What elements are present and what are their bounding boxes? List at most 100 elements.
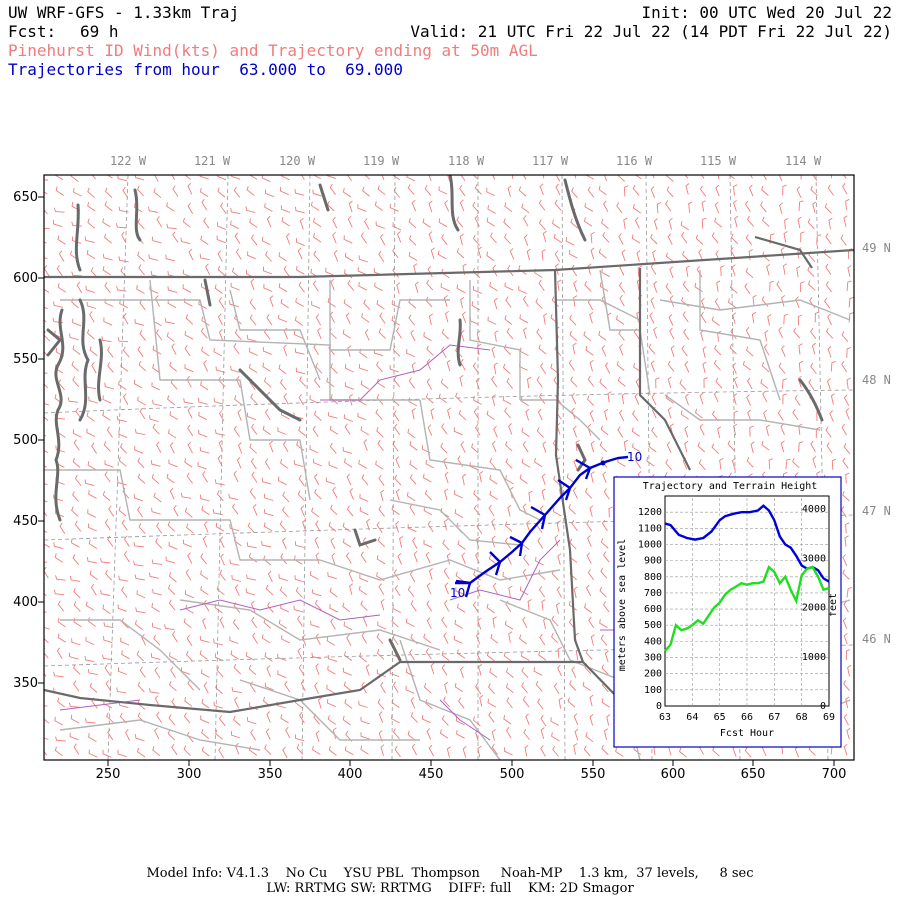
wind-barb [763,410,768,422]
wind-barb [396,282,401,294]
wind-barb [314,682,319,694]
wind-barb [842,457,849,469]
wind-barb [332,727,337,740]
wind-barb [782,393,787,405]
wind-barb [491,346,496,358]
wind-barb [107,346,114,358]
wind-barb [378,250,385,262]
wind-barb [137,251,145,262]
wind-barb [265,251,273,262]
wind-barb [116,415,127,423]
wind-barb [633,363,642,373]
wind-barb [409,503,416,516]
wind-barb [542,441,547,453]
wind-barb [117,604,127,612]
wind-barb [438,186,448,195]
wind-barb [234,314,242,325]
wind-barb [569,330,578,342]
wind-barb [363,439,368,451]
wind-barb [201,728,209,739]
wind-barb [231,687,242,694]
wind-barb [575,439,580,452]
inset-x-tick-label: 68 [796,712,808,723]
wind-barb [332,486,338,499]
wind-barb [263,522,273,532]
wind-barb [54,553,63,563]
wind-barb [458,409,467,421]
wind-barb [425,648,432,660]
wind-barb [346,634,352,646]
wind-barb [460,175,466,181]
wind-barb [727,440,735,452]
wind-barb [752,294,757,307]
wind-barb [104,282,111,294]
wind-barb [590,634,595,646]
wind-barb [684,440,689,453]
wind-barb [87,509,96,518]
wind-barb [443,567,450,580]
wind-barb [215,522,225,532]
wind-barb [751,311,757,324]
wind-barb [151,622,162,630]
wind-barb [601,664,609,675]
wind-barb [277,427,287,435]
wind-barb [443,600,450,612]
wind-barb [102,395,112,404]
wind-barb [665,175,674,182]
wind-barb [234,584,240,596]
wind-barb [685,183,690,195]
wind-barb [263,509,274,517]
wind-barb [311,652,322,660]
wind-barb [357,267,367,276]
wind-barb [121,231,127,244]
wind-barb [525,408,530,421]
wind-barb [486,603,495,614]
wind-barb [760,201,767,213]
inset-left-tick-label: 0 [656,701,662,712]
wind-barb [553,475,561,486]
wind-barb [573,586,578,599]
wind-barb [269,295,274,307]
wind-barb [845,198,850,211]
wind-barb [523,215,529,227]
wind-barb [283,265,290,277]
inset-x-tick-label: 69 [823,712,835,723]
wind-barb [364,218,370,230]
wind-barb [89,346,98,356]
wind-barb [57,283,66,293]
wind-barb [139,666,146,678]
wind-barb [73,439,80,451]
wind-barb [476,536,481,549]
wind-barb [122,346,130,358]
wind-barb [248,552,258,563]
wind-barb [521,652,530,661]
wind-barb [455,571,464,582]
wind-barb [535,298,543,309]
wind-barb [44,637,49,644]
wind-barb [216,666,224,678]
wind-barb [430,408,435,420]
wind-barb [148,688,160,694]
wind-barb [586,520,593,532]
wind-barb [842,183,848,195]
wind-barb [262,425,271,435]
wind-barb [330,618,336,630]
wind-barb [458,697,465,709]
wind-barb [487,205,497,214]
wind-barb [587,186,595,198]
wind-barb [425,393,434,404]
wind-barb [443,457,448,470]
wind-barb [825,281,832,293]
wind-barb [711,443,720,454]
wind-barb [604,650,609,663]
wind-barb [44,372,48,374]
wind-barb [409,649,415,661]
wind-barb [667,376,672,388]
wind-barb [616,360,625,371]
wind-barb [155,329,163,341]
wind-barb [311,301,321,309]
wind-barb [797,375,802,388]
wind-barb [57,600,65,612]
wind-barb [460,441,466,453]
wind-barb [380,598,385,611]
